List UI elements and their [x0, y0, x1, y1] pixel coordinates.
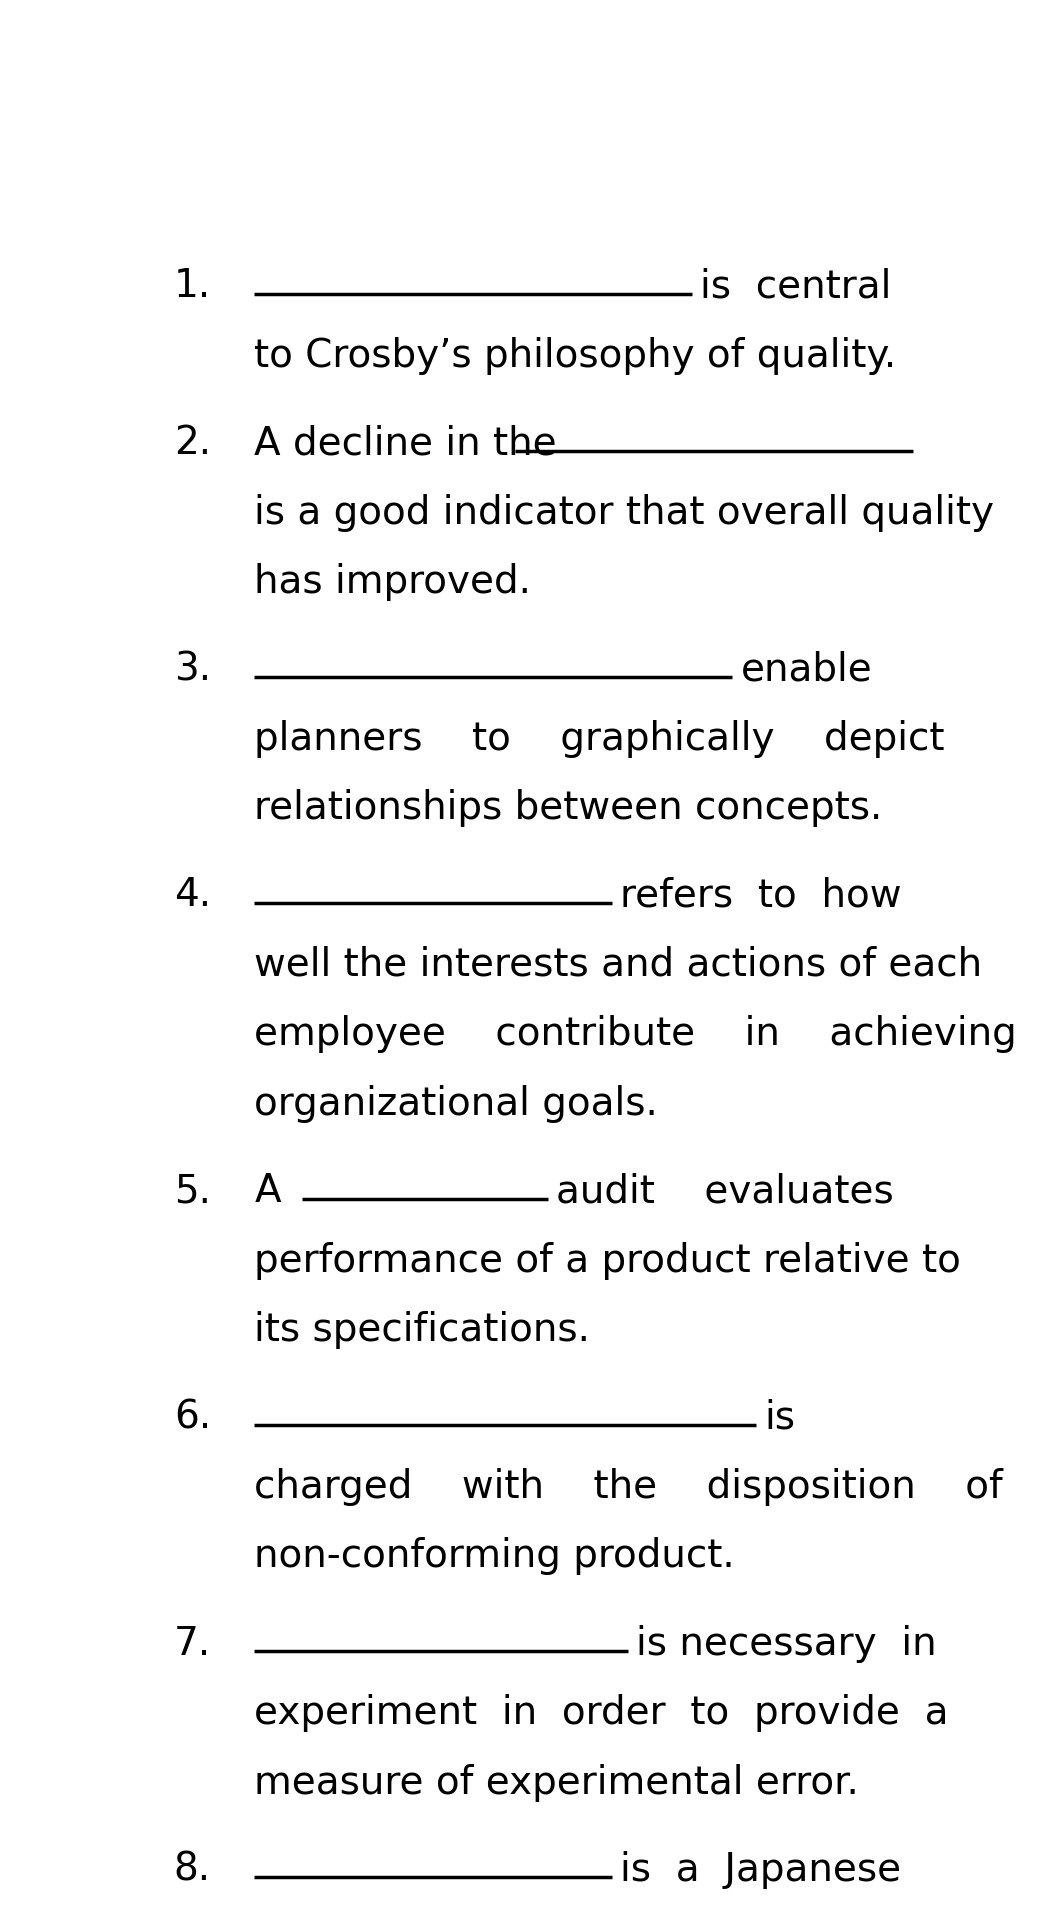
- Text: is necessary  in: is necessary in: [636, 1624, 936, 1663]
- Text: 5.: 5.: [174, 1171, 211, 1210]
- Text: 4.: 4.: [174, 876, 211, 914]
- Text: is: is: [764, 1398, 795, 1436]
- Text: is a good indicator that overall quality: is a good indicator that overall quality: [254, 493, 994, 532]
- Text: is  a  Japanese: is a Japanese: [620, 1851, 901, 1889]
- Text: non-conforming product.: non-conforming product.: [254, 1538, 735, 1574]
- Text: experiment  in  order  to  provide  a: experiment in order to provide a: [254, 1693, 949, 1732]
- Text: relationships between concepts.: relationships between concepts.: [254, 789, 882, 828]
- Text: measure of experimental error.: measure of experimental error.: [254, 1763, 859, 1801]
- Text: to Crosby’s philosophy of quality.: to Crosby’s philosophy of quality.: [254, 336, 896, 374]
- Text: 3.: 3.: [174, 651, 211, 687]
- Text: its specifications.: its specifications.: [254, 1311, 590, 1350]
- Text: refers  to  how: refers to how: [620, 876, 901, 914]
- Text: organizational goals.: organizational goals.: [254, 1085, 658, 1123]
- Text: 6.: 6.: [174, 1398, 212, 1436]
- Text: 8.: 8.: [174, 1851, 211, 1889]
- Text: 2.: 2.: [174, 424, 211, 463]
- Text: 7.: 7.: [174, 1624, 212, 1663]
- Text: A decline in the: A decline in the: [254, 424, 557, 463]
- Text: is  central: is central: [700, 267, 892, 305]
- Text: 1.: 1.: [174, 267, 212, 305]
- Text: A: A: [254, 1171, 281, 1210]
- Text: performance of a product relative to: performance of a product relative to: [254, 1242, 961, 1279]
- Text: well the interests and actions of each: well the interests and actions of each: [254, 947, 982, 983]
- Text: charged    with    the    disposition    of: charged with the disposition of: [254, 1467, 1003, 1505]
- Text: audit    evaluates: audit evaluates: [556, 1171, 893, 1210]
- Text: employee    contribute    in    achieving: employee contribute in achieving: [254, 1016, 1017, 1054]
- Text: planners    to    graphically    depict: planners to graphically depict: [254, 720, 945, 758]
- Text: has improved.: has improved.: [254, 563, 531, 601]
- Text: enable: enable: [740, 651, 872, 687]
